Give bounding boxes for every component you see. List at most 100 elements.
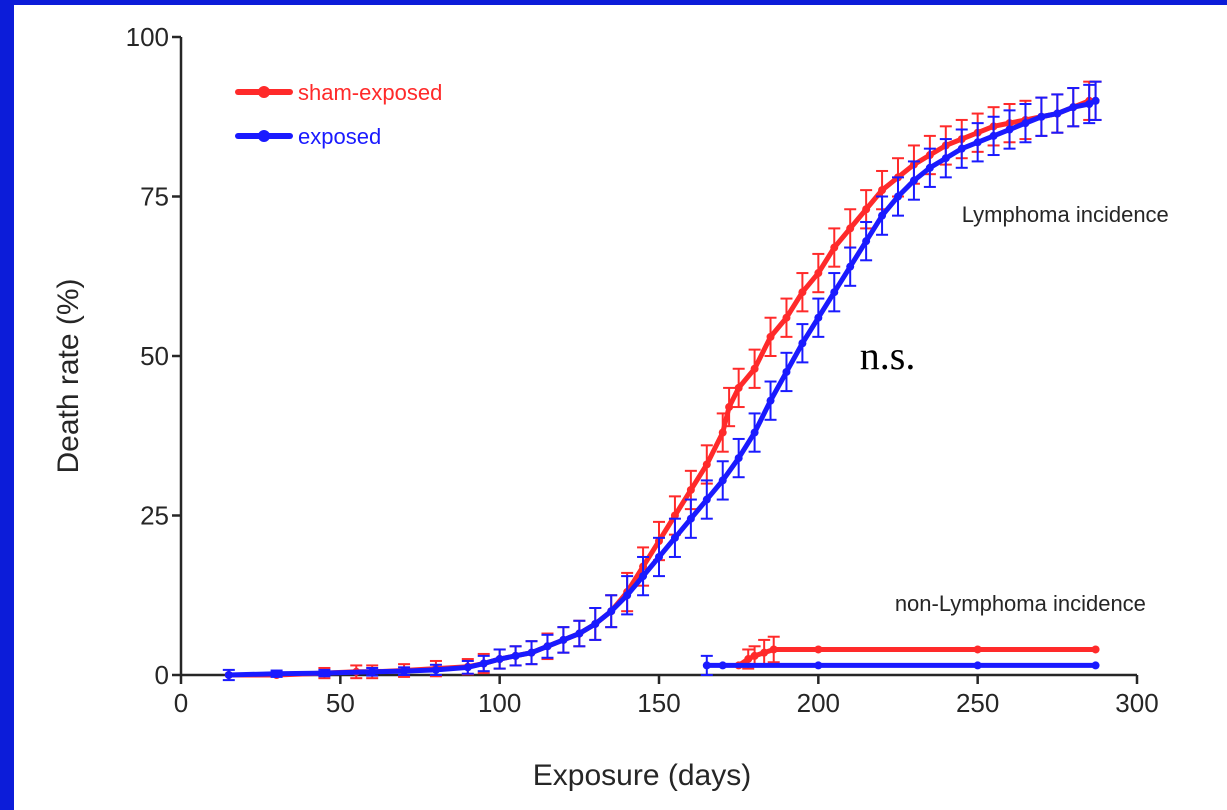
data-point	[973, 138, 982, 147]
data-point	[591, 619, 600, 628]
data-point	[670, 511, 679, 520]
data-point	[814, 313, 823, 322]
data-point	[543, 642, 552, 651]
x-tick-label: 0	[174, 688, 188, 718]
x-tick-label: 250	[956, 688, 999, 718]
data-point	[224, 671, 233, 679]
data-point	[894, 192, 902, 201]
y-axis-label: Death rate (%)	[52, 278, 85, 473]
x-tick-label: 100	[478, 688, 521, 718]
legend-marker	[258, 86, 270, 98]
x-tick-label: 50	[326, 688, 355, 718]
data-point	[1085, 99, 1094, 108]
data-point	[734, 454, 743, 463]
data-point	[750, 364, 759, 373]
data-point	[798, 288, 807, 297]
x-tick-label: 200	[797, 688, 840, 718]
data-point	[607, 607, 616, 616]
data-point	[862, 237, 871, 246]
data-point	[798, 339, 807, 348]
data-point	[559, 635, 568, 644]
data-point	[686, 485, 695, 494]
data-point	[989, 131, 998, 140]
data-point	[830, 243, 839, 252]
y-tick-label: 50	[140, 341, 169, 371]
data-point	[846, 262, 855, 271]
data-point	[725, 403, 734, 412]
data-point	[400, 667, 409, 676]
data-point	[782, 367, 791, 376]
annotations: Lymphoma incidence non-Lymphoma incidence…	[860, 202, 1169, 616]
x-tick-label: 150	[637, 688, 680, 718]
data-point	[766, 332, 775, 341]
data-point	[941, 154, 950, 163]
x-tick-label: 300	[1115, 688, 1158, 718]
data-point	[702, 460, 711, 469]
data-point	[718, 428, 727, 437]
data-point	[527, 648, 536, 657]
series-line	[226, 98, 1099, 678]
data-point	[479, 659, 488, 668]
data-point	[1005, 125, 1014, 134]
data-point	[1069, 103, 1078, 112]
data-point	[320, 669, 329, 678]
data-point	[973, 645, 982, 654]
data-point	[814, 269, 823, 278]
data-point	[718, 476, 727, 485]
data-point	[368, 667, 377, 676]
x-axis-label: Exposure (days)	[533, 759, 751, 792]
legend-label: sham-exposed	[298, 80, 442, 105]
data-point	[769, 645, 778, 654]
data-point	[639, 572, 648, 581]
data-point	[909, 176, 918, 185]
data-point	[1091, 661, 1100, 670]
data-point	[814, 645, 823, 654]
data-point	[1053, 109, 1062, 118]
y-tick-label: 0	[155, 660, 169, 690]
axes: 0 50 100 150 200 250 300 0 25 50 75 100 Exposure (da…	[52, 22, 1159, 792]
data-point	[463, 663, 472, 672]
data-point	[846, 224, 855, 233]
y-tick-label: 25	[140, 501, 169, 531]
data-point	[272, 669, 281, 678]
data-point	[744, 655, 753, 664]
data-point	[750, 428, 759, 437]
data-point	[760, 648, 769, 657]
data-point	[511, 651, 520, 660]
data-point	[878, 211, 887, 220]
group-annotation: Lymphoma incidence	[962, 202, 1169, 227]
data-point	[1091, 645, 1100, 654]
legend-label: exposed	[298, 124, 381, 149]
data-point	[782, 313, 791, 322]
data-point	[655, 552, 663, 561]
series-exposed-lymphoma	[222, 80, 1102, 682]
data-point	[575, 629, 584, 638]
series-line	[226, 98, 1099, 678]
y-tick-label: 100	[126, 22, 169, 52]
data-point	[702, 495, 711, 504]
data-point	[830, 288, 839, 297]
data-point	[814, 661, 823, 670]
data-point	[925, 163, 934, 172]
data-point	[686, 514, 695, 523]
data-point	[623, 591, 632, 600]
data-point	[973, 661, 982, 670]
data-point	[1091, 96, 1100, 105]
series-layer	[222, 80, 1102, 682]
y-tick-label: 75	[140, 182, 169, 212]
legend-marker	[258, 130, 270, 142]
data-point	[1037, 112, 1046, 121]
data-point	[670, 533, 679, 542]
group-annotation: non-Lymphoma incidence	[895, 591, 1146, 616]
significance-annotation: n.s.	[860, 333, 916, 378]
data-point	[495, 655, 504, 664]
legend: sham-exposed exposed	[235, 80, 442, 149]
data-point	[718, 661, 727, 670]
data-point	[431, 665, 440, 674]
series-exposed-non-lymphoma	[700, 654, 1100, 676]
data-point	[878, 186, 887, 195]
data-point	[750, 651, 759, 660]
data-point	[766, 396, 775, 405]
series-sham-exposed-lymphoma	[224, 80, 1102, 680]
